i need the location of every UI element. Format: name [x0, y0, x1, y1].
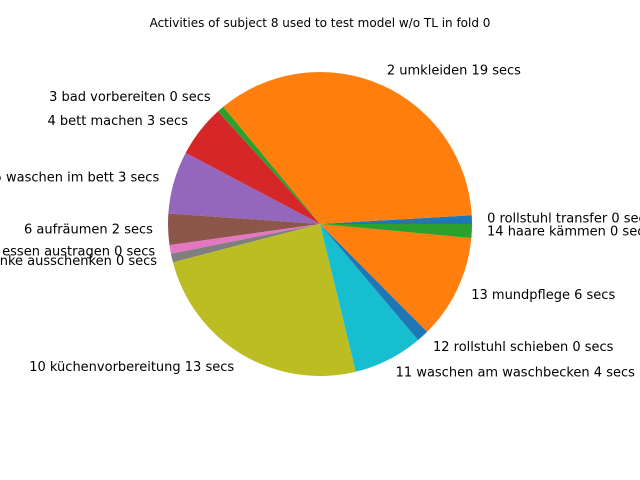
pie-slice-label-8: 10 küchenvorbereitung 13 secs — [29, 360, 234, 375]
pie-slice-3 — [185, 111, 320, 224]
pie-slice-4 — [168, 152, 320, 224]
pie-slice-10 — [320, 224, 428, 341]
pie-slice-label-12: 14 haare kämmen 0 secs — [487, 224, 640, 239]
pie-slice-label-4: 5 waschen im bett 3 secs — [0, 171, 159, 186]
pie-slice-label-2: 3 bad vorbereiten 0 secs — [49, 90, 211, 105]
pie-slice-1 — [223, 72, 472, 225]
pie-slice-0 — [320, 215, 472, 224]
pie-slice-2 — [217, 106, 320, 224]
pie-slice-9 — [320, 224, 419, 372]
pie-slice-label-10: 12 rollstuhl schieben 0 secs — [433, 340, 614, 355]
pie-slice-label-0: 0 rollstuhl transfer 0 secs — [487, 212, 640, 227]
pie-slice-label-5: 6 aufräumen 2 secs — [24, 222, 153, 237]
pie-slice-label-7: 9 getränke ausschenken 0 secs — [0, 254, 157, 269]
pie-slice-12 — [320, 224, 472, 239]
pie-slice-6 — [169, 224, 320, 254]
pie-slice-8 — [172, 224, 356, 377]
pie-slice-label-11: 13 mundpflege 6 secs — [471, 288, 615, 303]
pie-slice-label-3: 4 bett machen 3 secs — [48, 114, 189, 129]
chart-title: Activities of subject 8 used to test mod… — [150, 16, 491, 30]
pie-slice-label-9: 11 waschen am waschbecken 4 secs — [396, 366, 635, 381]
pie-labels: 0 rollstuhl transfer 0 secs 2 umkleiden 1… — [0, 63, 640, 380]
pie-slice-label-1: 2 umkleiden 19 secs — [387, 63, 521, 78]
pie-slice-11 — [320, 224, 472, 332]
pie-slice-label-6: 8 essen austragen 0 secs — [0, 244, 155, 259]
pie-slice-7 — [170, 224, 320, 263]
pie-slice-5 — [168, 213, 320, 246]
pie-slices — [168, 72, 472, 377]
